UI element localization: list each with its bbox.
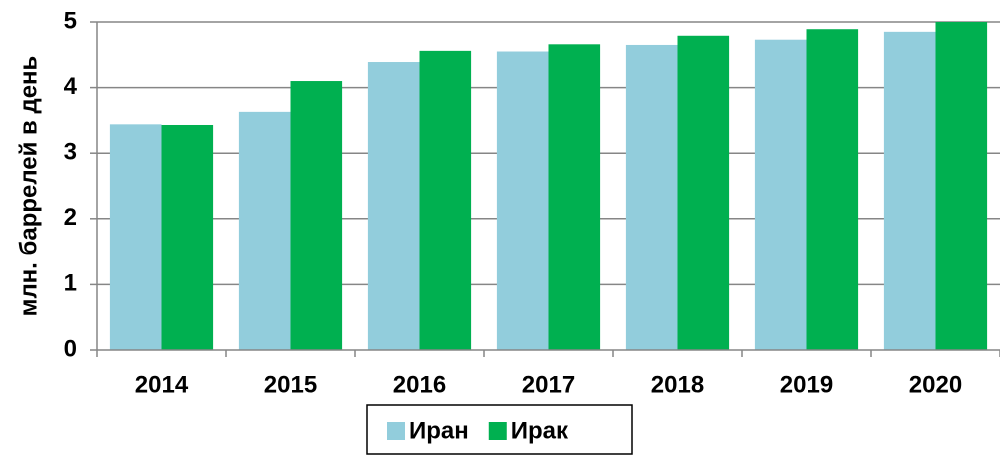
y-tick-label: 2 (64, 204, 77, 231)
y-tick-label: 4 (64, 73, 78, 100)
legend-label: Ирак (511, 417, 569, 444)
bar (677, 35, 730, 350)
y-tick-label: 1 (64, 270, 77, 297)
x-tick-label: 2015 (264, 371, 317, 398)
bar (496, 51, 549, 351)
legend-swatch (488, 422, 507, 440)
legend-label: Иран (409, 417, 469, 444)
bar (109, 124, 162, 350)
bar (238, 111, 291, 350)
y-tick-label: 5 (64, 7, 77, 34)
y-axis-label: млн. баррелей в день (15, 56, 42, 317)
x-tick-label: 2016 (393, 371, 446, 398)
bar (625, 44, 678, 351)
bar (161, 124, 214, 350)
legend-swatch (387, 422, 405, 440)
y-tick-label: 0 (64, 335, 77, 362)
x-tick-label: 2018 (651, 371, 704, 398)
x-tick-label: 2017 (522, 371, 575, 398)
x-tick-label: 2019 (780, 371, 833, 398)
x-tick-label: 2014 (135, 371, 189, 398)
x-tick-label: 2020 (909, 371, 962, 398)
bar (754, 39, 807, 350)
bar (290, 81, 343, 350)
bar (935, 22, 988, 350)
bar (883, 31, 936, 351)
y-tick-label: 3 (64, 139, 77, 166)
bar (419, 50, 472, 350)
bar (548, 44, 601, 350)
bar (806, 29, 859, 350)
bar (367, 62, 420, 351)
